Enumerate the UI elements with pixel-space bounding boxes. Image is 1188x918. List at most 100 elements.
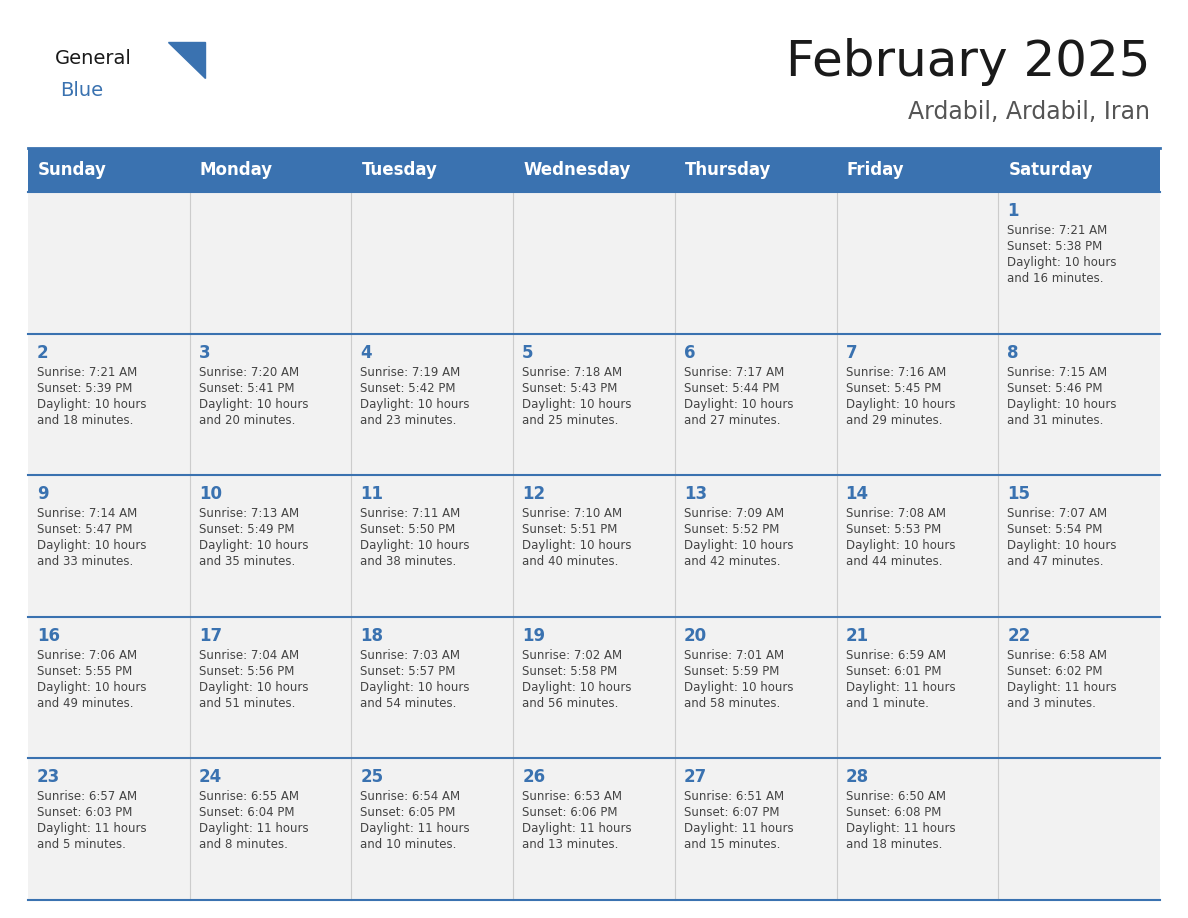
- Text: 6: 6: [684, 343, 695, 362]
- Text: Sunrise: 6:54 AM: Sunrise: 6:54 AM: [360, 790, 461, 803]
- Text: Sunset: 5:41 PM: Sunset: 5:41 PM: [198, 382, 295, 395]
- Text: Daylight: 11 hours: Daylight: 11 hours: [523, 823, 632, 835]
- Text: Sunrise: 7:01 AM: Sunrise: 7:01 AM: [684, 649, 784, 662]
- Text: and 29 minutes.: and 29 minutes.: [846, 414, 942, 427]
- Text: Sunset: 5:43 PM: Sunset: 5:43 PM: [523, 382, 618, 395]
- Bar: [29, 758, 1159, 900]
- Text: Sunset: 5:52 PM: Sunset: 5:52 PM: [684, 523, 779, 536]
- Text: Daylight: 10 hours: Daylight: 10 hours: [846, 539, 955, 553]
- Text: 28: 28: [846, 768, 868, 787]
- Text: Sunset: 5:58 PM: Sunset: 5:58 PM: [523, 665, 618, 677]
- Text: General: General: [55, 49, 132, 68]
- Text: and 42 minutes.: and 42 minutes.: [684, 555, 781, 568]
- Text: 26: 26: [523, 768, 545, 787]
- Text: Sunrise: 6:53 AM: Sunrise: 6:53 AM: [523, 790, 623, 803]
- Text: Sunset: 5:56 PM: Sunset: 5:56 PM: [198, 665, 295, 677]
- Text: and 58 minutes.: and 58 minutes.: [684, 697, 781, 710]
- Text: Daylight: 11 hours: Daylight: 11 hours: [846, 681, 955, 694]
- Text: Daylight: 10 hours: Daylight: 10 hours: [37, 397, 146, 410]
- Text: Daylight: 10 hours: Daylight: 10 hours: [360, 397, 470, 410]
- Text: Sunset: 6:06 PM: Sunset: 6:06 PM: [523, 806, 618, 820]
- Text: Daylight: 10 hours: Daylight: 10 hours: [37, 681, 146, 694]
- Text: Sunset: 5:45 PM: Sunset: 5:45 PM: [846, 382, 941, 395]
- Text: Sunset: 6:02 PM: Sunset: 6:02 PM: [1007, 665, 1102, 677]
- Text: 3: 3: [198, 343, 210, 362]
- Text: and 38 minutes.: and 38 minutes.: [360, 555, 456, 568]
- Text: 7: 7: [846, 343, 858, 362]
- Text: Daylight: 11 hours: Daylight: 11 hours: [684, 823, 794, 835]
- Text: 15: 15: [1007, 486, 1030, 503]
- Text: and 49 minutes.: and 49 minutes.: [37, 697, 133, 710]
- Text: Daylight: 10 hours: Daylight: 10 hours: [198, 681, 308, 694]
- Text: Sunset: 5:51 PM: Sunset: 5:51 PM: [523, 523, 618, 536]
- Text: Daylight: 10 hours: Daylight: 10 hours: [198, 539, 308, 553]
- Text: Wednesday: Wednesday: [523, 161, 631, 179]
- Text: and 13 minutes.: and 13 minutes.: [523, 838, 619, 851]
- Text: Thursday: Thursday: [684, 161, 771, 179]
- Text: and 35 minutes.: and 35 minutes.: [198, 555, 295, 568]
- Text: Blue: Blue: [61, 81, 103, 99]
- Bar: [29, 148, 1159, 192]
- Text: Daylight: 10 hours: Daylight: 10 hours: [360, 681, 470, 694]
- Text: Saturday: Saturday: [1009, 161, 1093, 179]
- Text: 8: 8: [1007, 343, 1019, 362]
- Text: 14: 14: [846, 486, 868, 503]
- Text: Sunrise: 6:57 AM: Sunrise: 6:57 AM: [37, 790, 137, 803]
- Text: Sunrise: 7:08 AM: Sunrise: 7:08 AM: [846, 508, 946, 521]
- Text: Sunrise: 7:07 AM: Sunrise: 7:07 AM: [1007, 508, 1107, 521]
- Text: Sunrise: 7:03 AM: Sunrise: 7:03 AM: [360, 649, 461, 662]
- Text: Ardabil, Ardabil, Iran: Ardabil, Ardabil, Iran: [908, 100, 1150, 124]
- Text: 4: 4: [360, 343, 372, 362]
- Text: and 44 minutes.: and 44 minutes.: [846, 555, 942, 568]
- Text: Sunrise: 6:59 AM: Sunrise: 6:59 AM: [846, 649, 946, 662]
- Text: Sunset: 5:53 PM: Sunset: 5:53 PM: [846, 523, 941, 536]
- Text: 9: 9: [37, 486, 49, 503]
- Text: Sunset: 6:08 PM: Sunset: 6:08 PM: [846, 806, 941, 820]
- Text: Daylight: 11 hours: Daylight: 11 hours: [37, 823, 146, 835]
- Text: 11: 11: [360, 486, 384, 503]
- Text: Sunrise: 7:06 AM: Sunrise: 7:06 AM: [37, 649, 137, 662]
- Text: Daylight: 10 hours: Daylight: 10 hours: [523, 539, 632, 553]
- Text: 10: 10: [198, 486, 222, 503]
- Text: 16: 16: [37, 627, 61, 644]
- Text: and 56 minutes.: and 56 minutes.: [523, 697, 619, 710]
- Bar: [29, 476, 1159, 617]
- Text: Sunset: 5:46 PM: Sunset: 5:46 PM: [1007, 382, 1102, 395]
- Text: and 16 minutes.: and 16 minutes.: [1007, 272, 1104, 285]
- Text: Sunset: 6:05 PM: Sunset: 6:05 PM: [360, 806, 456, 820]
- Text: Daylight: 10 hours: Daylight: 10 hours: [1007, 539, 1117, 553]
- Text: Sunrise: 7:21 AM: Sunrise: 7:21 AM: [1007, 224, 1107, 237]
- Text: Sunrise: 7:19 AM: Sunrise: 7:19 AM: [360, 365, 461, 378]
- Text: Sunrise: 7:09 AM: Sunrise: 7:09 AM: [684, 508, 784, 521]
- Text: and 8 minutes.: and 8 minutes.: [198, 838, 287, 851]
- Bar: [29, 333, 1159, 476]
- Text: Friday: Friday: [847, 161, 904, 179]
- Text: Daylight: 11 hours: Daylight: 11 hours: [846, 823, 955, 835]
- Text: Sunset: 5:47 PM: Sunset: 5:47 PM: [37, 523, 133, 536]
- Text: Sunrise: 7:21 AM: Sunrise: 7:21 AM: [37, 365, 138, 378]
- Text: Daylight: 10 hours: Daylight: 10 hours: [846, 397, 955, 410]
- Text: 27: 27: [684, 768, 707, 787]
- Text: 17: 17: [198, 627, 222, 644]
- Text: Sunrise: 7:20 AM: Sunrise: 7:20 AM: [198, 365, 299, 378]
- Polygon shape: [168, 42, 206, 78]
- Text: Sunset: 6:03 PM: Sunset: 6:03 PM: [37, 806, 132, 820]
- Text: Tuesday: Tuesday: [361, 161, 437, 179]
- Text: 13: 13: [684, 486, 707, 503]
- Text: and 1 minute.: and 1 minute.: [846, 697, 929, 710]
- Text: Sunrise: 6:51 AM: Sunrise: 6:51 AM: [684, 790, 784, 803]
- Text: Daylight: 10 hours: Daylight: 10 hours: [37, 539, 146, 553]
- Text: and 18 minutes.: and 18 minutes.: [846, 838, 942, 851]
- Text: Sunrise: 7:04 AM: Sunrise: 7:04 AM: [198, 649, 299, 662]
- Text: 25: 25: [360, 768, 384, 787]
- Text: Sunrise: 7:14 AM: Sunrise: 7:14 AM: [37, 508, 138, 521]
- Text: Sunset: 5:38 PM: Sunset: 5:38 PM: [1007, 240, 1102, 253]
- Text: and 47 minutes.: and 47 minutes.: [1007, 555, 1104, 568]
- Text: Sunrise: 7:15 AM: Sunrise: 7:15 AM: [1007, 365, 1107, 378]
- Text: 20: 20: [684, 627, 707, 644]
- Text: Daylight: 11 hours: Daylight: 11 hours: [360, 823, 470, 835]
- Text: and 15 minutes.: and 15 minutes.: [684, 838, 781, 851]
- Text: Sunset: 5:49 PM: Sunset: 5:49 PM: [198, 523, 295, 536]
- Text: February 2025: February 2025: [785, 38, 1150, 86]
- Text: and 18 minutes.: and 18 minutes.: [37, 414, 133, 427]
